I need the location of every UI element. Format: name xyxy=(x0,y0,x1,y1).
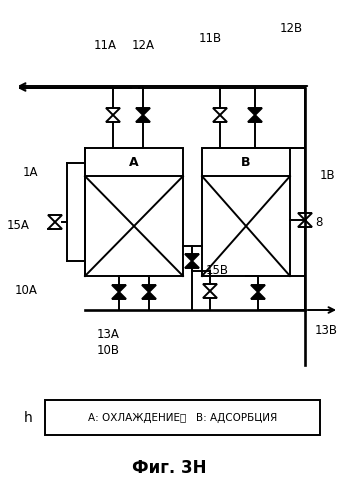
Polygon shape xyxy=(136,115,150,122)
Text: 10A: 10A xyxy=(15,283,38,296)
Polygon shape xyxy=(185,261,199,268)
Text: 8: 8 xyxy=(315,216,322,229)
Polygon shape xyxy=(112,292,126,299)
Text: 13B: 13B xyxy=(315,323,338,336)
Polygon shape xyxy=(112,285,126,292)
Polygon shape xyxy=(142,292,156,299)
Polygon shape xyxy=(142,285,156,292)
Polygon shape xyxy=(248,115,262,122)
Text: B: B xyxy=(241,156,251,169)
Text: 1A: 1A xyxy=(22,166,38,179)
Polygon shape xyxy=(136,108,150,115)
Text: Фиг. 3Н: Фиг. 3Н xyxy=(132,459,206,477)
Text: 11B: 11B xyxy=(198,31,222,44)
Text: 1B: 1B xyxy=(320,169,336,182)
Polygon shape xyxy=(185,254,199,261)
Text: А: ОХЛАЖДЕНИЕ、   В: АДСОРБЦИЯ: А: ОХЛАЖДЕНИЕ、 В: АДСОРБЦИЯ xyxy=(88,413,277,423)
Text: 13A: 13A xyxy=(97,328,119,341)
Text: 12A: 12A xyxy=(132,38,155,51)
Polygon shape xyxy=(251,292,265,299)
Text: 11A: 11A xyxy=(94,38,117,51)
Text: 12B: 12B xyxy=(280,21,303,34)
Text: 15B: 15B xyxy=(206,263,229,276)
Bar xyxy=(45,400,320,435)
Bar xyxy=(202,148,290,276)
Polygon shape xyxy=(251,285,265,292)
Text: h: h xyxy=(24,411,33,425)
Text: A: A xyxy=(129,156,139,169)
Polygon shape xyxy=(248,108,262,115)
Text: 15A: 15A xyxy=(7,219,30,232)
Text: 10B: 10B xyxy=(97,343,120,356)
Bar xyxy=(85,148,183,276)
